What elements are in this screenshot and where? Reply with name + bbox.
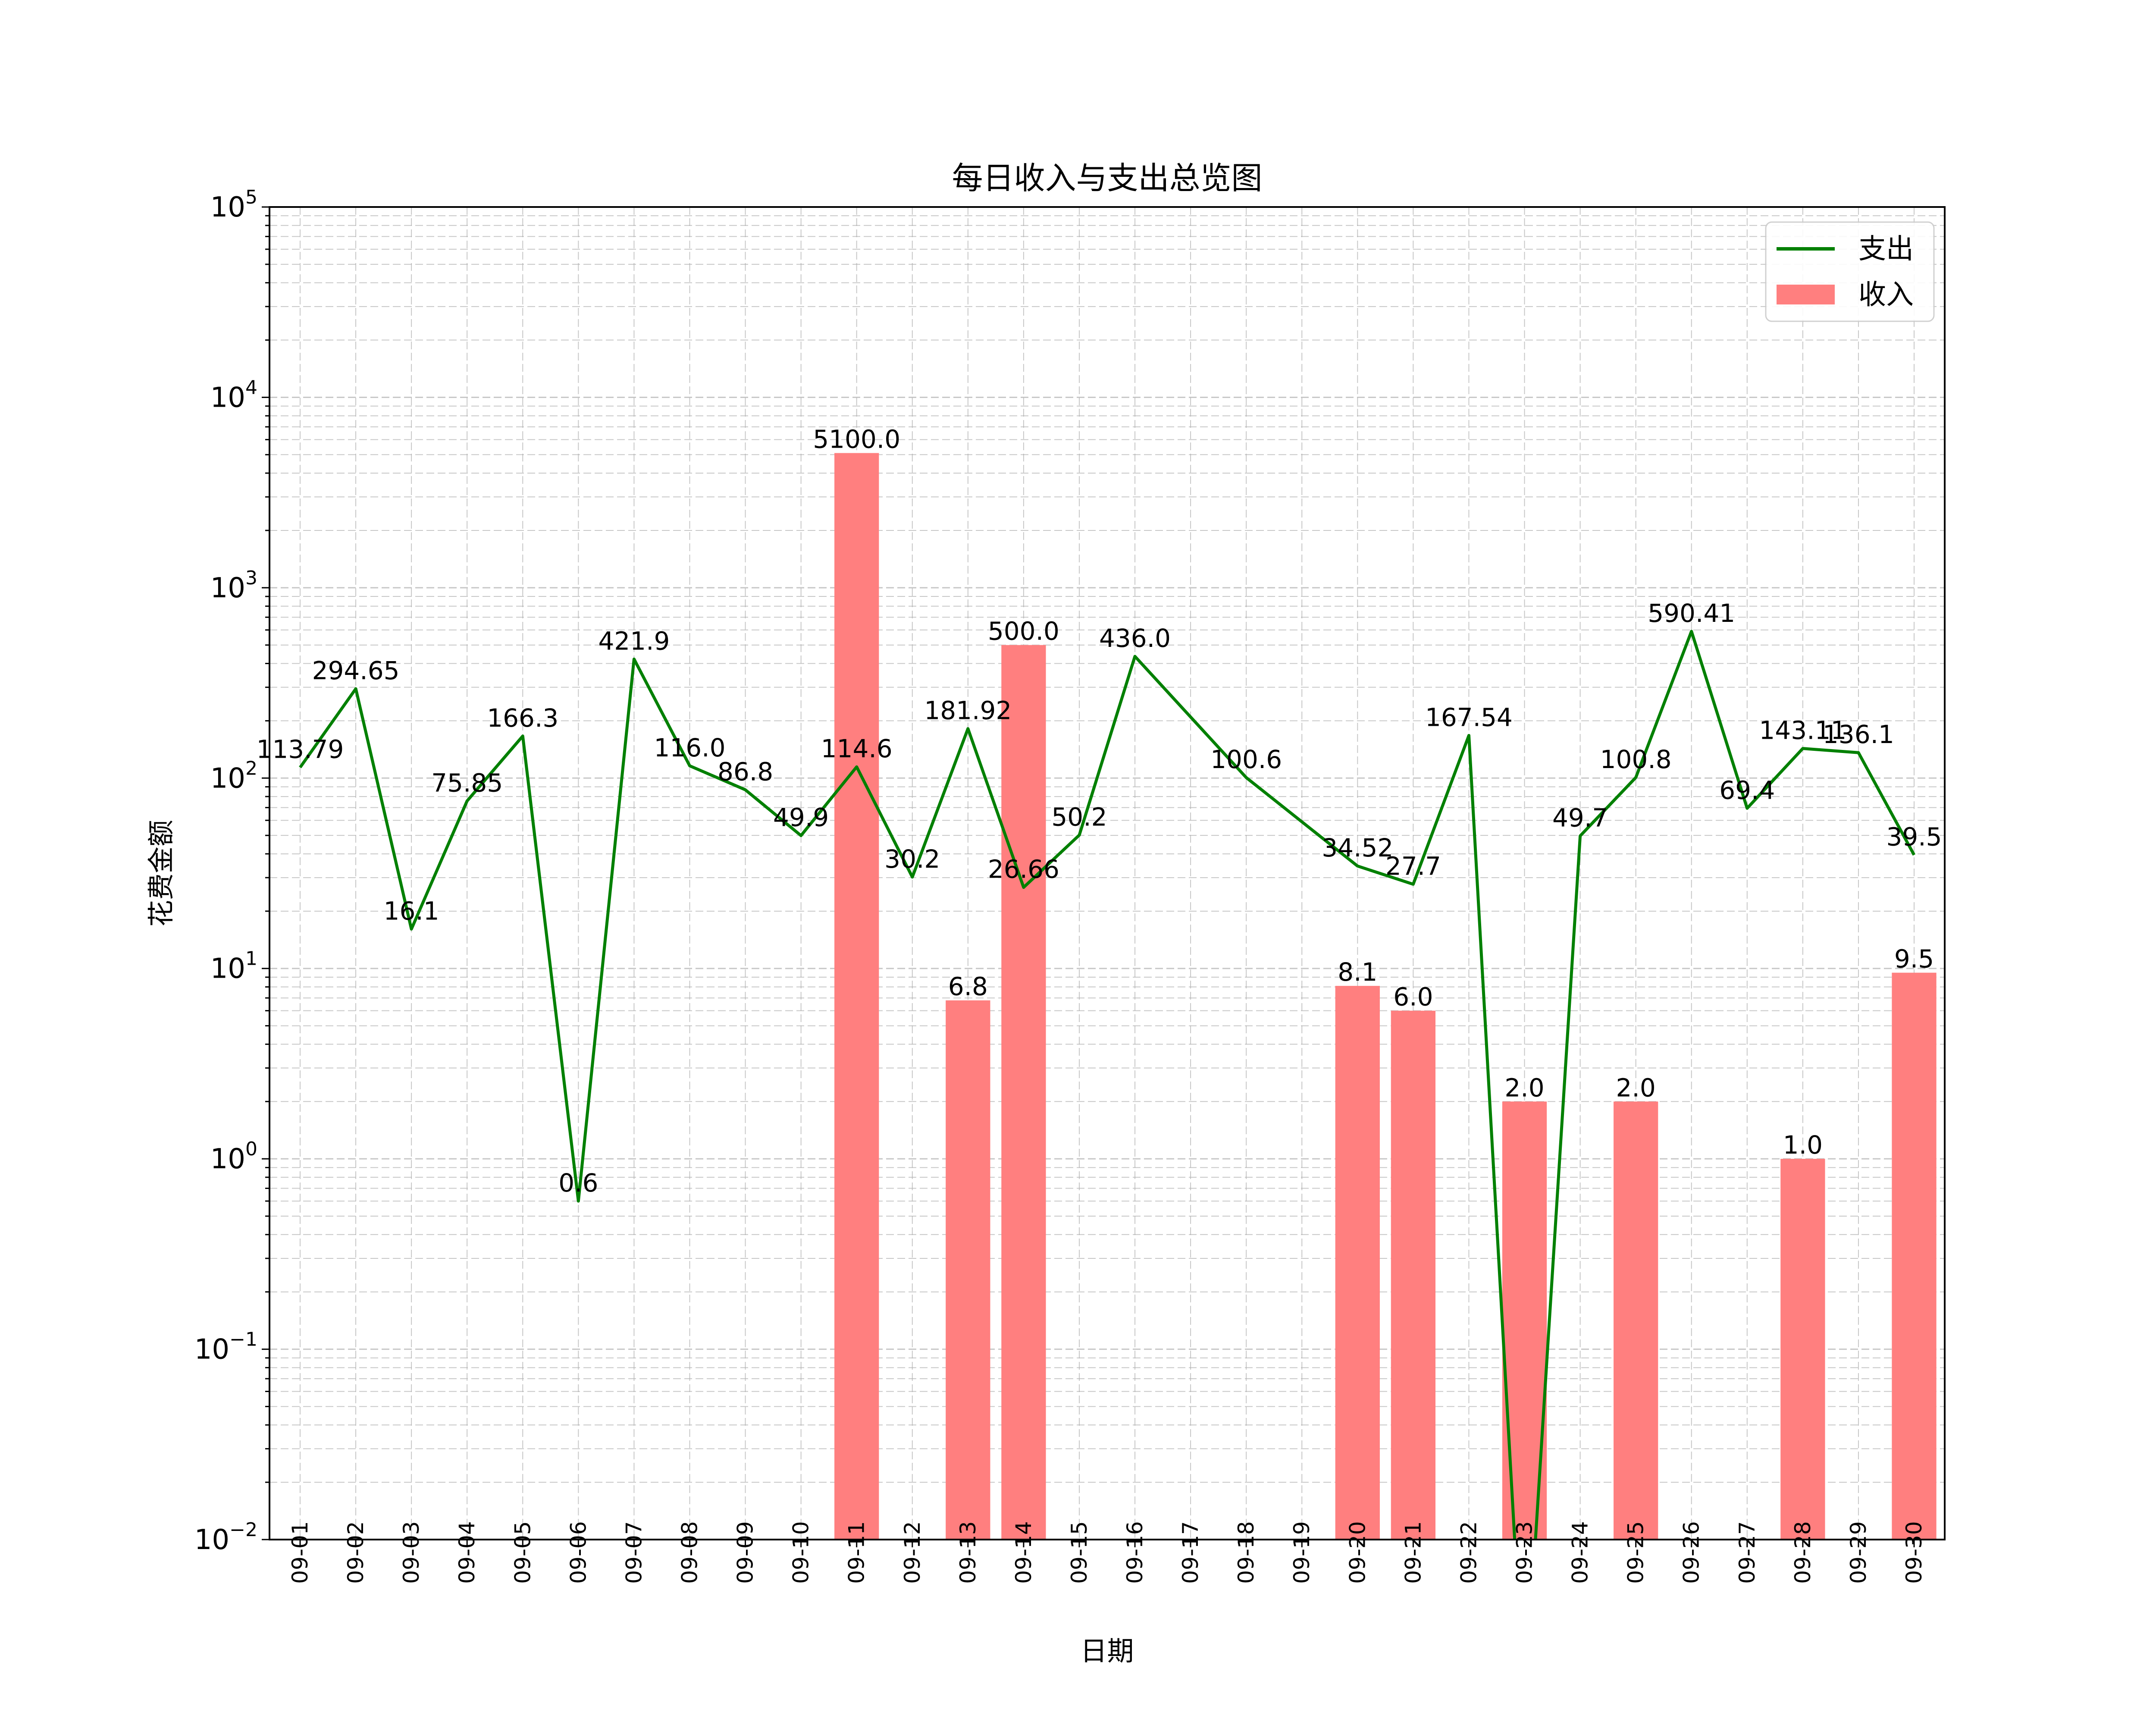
- x-tick-label: 09-22: [1456, 1521, 1481, 1584]
- y-tick-label: 104: [210, 376, 257, 414]
- expense-point-label: 16.1: [384, 896, 439, 925]
- income-bar: [1001, 645, 1046, 1540]
- x-axis-ticks: 09-01 09-02 09-03 09-04 09-05 09-06 09-07 09-08…: [288, 1521, 1927, 1584]
- expense-line: [299, 630, 1916, 1540]
- x-tick-label: 09-21: [1401, 1521, 1426, 1584]
- income-bar: [834, 453, 879, 1540]
- x-axis-label: 日期: [1080, 1635, 1134, 1667]
- income-bar-label: 500.0: [988, 617, 1059, 646]
- y-tick-label: 10−2: [194, 1519, 257, 1556]
- expense-point-label: 116.0: [654, 733, 725, 762]
- income-bar-label: 9.5: [1894, 944, 1934, 974]
- expense-point-label: 166.3: [487, 703, 558, 733]
- expense-point-label: 75.85: [431, 768, 503, 797]
- x-tick-label: 09-14: [1011, 1521, 1036, 1584]
- income-bar: [1335, 986, 1380, 1540]
- income-bar: [946, 1000, 990, 1540]
- x-tick-label: 09-08: [677, 1521, 702, 1584]
- x-tick-label: 09-17: [1178, 1521, 1203, 1584]
- expense-point-label: 26.66: [988, 855, 1059, 884]
- data-labels: 5100.0 6.8 500.0 8.1 6.0 2.0 2.0 1.0 9.5 113.79 29…: [257, 425, 1942, 1198]
- income-bar-label: 2.0: [1616, 1073, 1656, 1102]
- income-bar: [1391, 1010, 1436, 1540]
- grid: [270, 207, 1945, 1540]
- expense-point-label: 167.54: [1425, 703, 1513, 732]
- expense-point-label: 86.8: [718, 757, 773, 786]
- plot-frame: [269, 206, 1946, 1540]
- x-tick-label: 09-03: [399, 1521, 424, 1584]
- expense-line-path: [299, 630, 1916, 1540]
- x-tick-label: 09-20: [1345, 1521, 1370, 1584]
- x-tick-label: 09-01: [288, 1521, 313, 1584]
- income-bar-label: 2.0: [1504, 1073, 1544, 1102]
- x-tick-label: 09-16: [1122, 1521, 1147, 1584]
- expense-point-label: 27.7: [1385, 851, 1441, 881]
- x-tick-label: 09-07: [621, 1521, 646, 1584]
- x-tick-label: 09-05: [510, 1521, 535, 1584]
- expense-point-label: 436.0: [1099, 624, 1171, 653]
- legend-label-income: 收入: [1858, 279, 1914, 311]
- x-tick-label: 09-09: [733, 1521, 758, 1584]
- y-tick-label: 105: [210, 186, 257, 223]
- expense-point-label: 113.79: [257, 735, 344, 764]
- x-tick-label: 09-28: [1790, 1521, 1815, 1584]
- x-tick-label: 09-04: [454, 1521, 479, 1584]
- expense-point-label: 34.52: [1322, 833, 1393, 862]
- y-tick-label: 10−1: [194, 1329, 257, 1366]
- expense-point-label: 590.41: [1648, 599, 1735, 628]
- expense-point-label: 49.7: [1552, 803, 1608, 832]
- expense-point-label: 294.65: [312, 656, 400, 685]
- x-tick-label: 09-24: [1568, 1521, 1593, 1584]
- x-tick-label: 09-13: [956, 1521, 981, 1584]
- y-tick-label: 101: [210, 948, 257, 985]
- expense-point-label: 49.9: [773, 803, 829, 832]
- expense-point-label: 114.6: [821, 734, 893, 763]
- x-tick-label: 09-10: [789, 1521, 814, 1584]
- x-tick-label: 09-06: [566, 1521, 591, 1584]
- income-bar-label: 5100.0: [813, 425, 900, 454]
- expense-point-label: 50.2: [1051, 802, 1107, 831]
- expense-point-label: 143.11: [1759, 716, 1846, 745]
- income-bar-label: 6.0: [1393, 982, 1433, 1012]
- expense-point-label: 100.8: [1600, 745, 1672, 774]
- income-bars: [834, 453, 1937, 1540]
- income-bar-label: 1.0: [1783, 1130, 1823, 1160]
- x-tick-label: 09-27: [1735, 1521, 1760, 1584]
- expense-point-label: 421.9: [598, 626, 670, 656]
- y-axis-label: 花费金额: [145, 820, 177, 927]
- legend-swatch-income: [1777, 285, 1835, 304]
- income-bar: [1614, 1101, 1658, 1540]
- expense-point-label: 136.1: [1823, 720, 1894, 749]
- expense-point-label: 30.2: [884, 844, 940, 874]
- x-tick-label: 09-18: [1234, 1521, 1259, 1584]
- y-tick-label: 103: [210, 567, 257, 604]
- expense-point-label: 100.6: [1210, 745, 1282, 774]
- x-tick-label: 09-11: [844, 1521, 869, 1584]
- chart-title: 每日收入与支出总览图: [952, 160, 1262, 196]
- income-bar: [1892, 972, 1937, 1540]
- y-axis-ticks: 10−2 10−1 100 101 102 103 104 105: [194, 186, 270, 1556]
- expense-point-label: 181.92: [924, 696, 1012, 725]
- x-tick-label: 09-25: [1623, 1521, 1648, 1584]
- x-tick-label: 09-19: [1289, 1521, 1314, 1584]
- x-tick-label: 09-29: [1846, 1521, 1871, 1584]
- x-tick-label: 09-30: [1902, 1521, 1927, 1584]
- legend: 支出 收入: [1765, 221, 1935, 322]
- y-tick-label: 102: [210, 757, 257, 794]
- income-bar-label: 8.1: [1338, 957, 1377, 987]
- expense-point-label: 39.5: [1886, 822, 1942, 851]
- x-tick-label: 09-02: [343, 1521, 368, 1584]
- x-tick-label: 09-23: [1512, 1521, 1537, 1584]
- y-tick-label: 100: [210, 1138, 257, 1175]
- x-tick-label: 09-26: [1679, 1521, 1704, 1584]
- income-bar: [1780, 1159, 1825, 1540]
- x-tick-label: 09-12: [900, 1521, 925, 1584]
- x-tick-label: 09-15: [1067, 1521, 1092, 1584]
- income-bar-label: 6.8: [948, 972, 988, 1001]
- legend-label-expense: 支出: [1858, 233, 1914, 265]
- expense-point-label: 69.4: [1719, 775, 1775, 805]
- expense-point-label: 0.6: [558, 1168, 598, 1198]
